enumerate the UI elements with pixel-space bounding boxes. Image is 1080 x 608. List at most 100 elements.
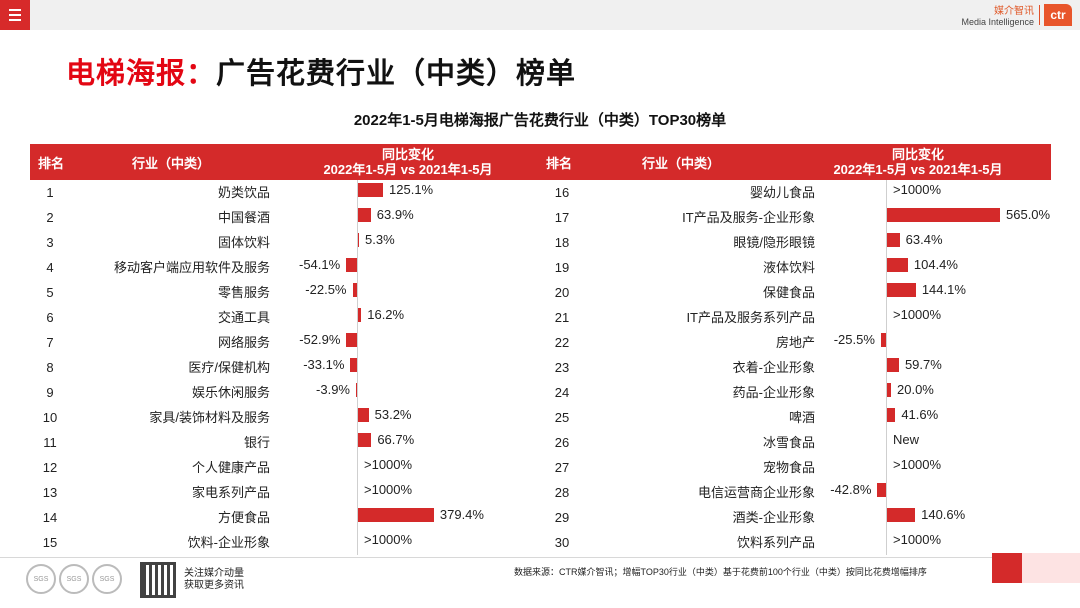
brand-text: 媒介智讯 Media Intelligence bbox=[961, 6, 1034, 28]
row-change-label: 41.6% bbox=[901, 407, 939, 422]
row-rank: 8 bbox=[46, 360, 54, 375]
table-row: 11 银行 66.7% bbox=[0, 430, 1080, 455]
row-industry: 冰雪食品 bbox=[762, 435, 815, 450]
table-row: 17 IT产品及服务-企业形象 565.0% bbox=[0, 205, 1080, 230]
row-industry: 移动客户端应用软件及服务 bbox=[113, 260, 270, 275]
corner-red-block bbox=[992, 553, 1022, 583]
qr-code-icon bbox=[140, 562, 176, 598]
row-rank: 26 bbox=[554, 435, 570, 450]
row-change-label: 20.0% bbox=[897, 382, 934, 397]
zero-axis bbox=[886, 255, 887, 280]
row-rank: 2 bbox=[46, 210, 54, 225]
change-bar bbox=[887, 208, 1000, 222]
zero-axis bbox=[886, 230, 887, 255]
row-industry: 宠物食品 bbox=[762, 460, 815, 475]
page-title-red: 电梯海报： bbox=[66, 58, 217, 90]
row-change-label: >1000% bbox=[893, 307, 942, 322]
row-industry: 银行 bbox=[243, 435, 270, 450]
row-rank: 7 bbox=[46, 335, 54, 350]
header-industry-left: 行业（中类） bbox=[132, 155, 211, 171]
zero-axis bbox=[886, 530, 887, 555]
row-industry: 房地产 bbox=[775, 335, 815, 350]
menu-icon[interactable] bbox=[0, 0, 30, 30]
header-change-right-line2: 2022年1-5月 vs 2021年1-5月 bbox=[833, 162, 1003, 177]
row-rank: 17 bbox=[554, 210, 570, 225]
change-bar bbox=[877, 483, 886, 497]
table-row: 15 饮料-企业形象 >1000% bbox=[0, 530, 1080, 555]
change-bar bbox=[358, 433, 372, 447]
table-row: 14 方便食品 379.4% bbox=[0, 505, 1080, 530]
row-industry: 交通工具 bbox=[217, 310, 270, 325]
change-bar bbox=[358, 308, 362, 322]
row-rank: 19 bbox=[554, 260, 570, 275]
row-rank: 1 bbox=[46, 185, 54, 200]
brand-cn: 媒介智讯 bbox=[994, 6, 1034, 17]
zero-axis bbox=[357, 380, 358, 405]
row-industry: 个人健康产品 bbox=[191, 460, 270, 475]
brand-en: Media Intelligence bbox=[961, 17, 1034, 27]
row-rank: 27 bbox=[554, 460, 570, 475]
table-row: 23 衣着-企业形象 59.7% bbox=[0, 355, 1080, 380]
change-bar bbox=[887, 383, 891, 397]
row-rank: 12 bbox=[42, 460, 58, 475]
row-industry: 衣着-企业形象 bbox=[732, 360, 815, 375]
zero-axis bbox=[886, 305, 887, 330]
follow-line2: 获取更多资讯 bbox=[184, 580, 244, 591]
header-rank-left: 排名 bbox=[38, 155, 65, 171]
zero-axis bbox=[357, 230, 358, 255]
row-change-label: 59.7% bbox=[904, 357, 942, 372]
change-bar bbox=[358, 233, 360, 247]
change-bar bbox=[887, 258, 908, 272]
change-bar bbox=[358, 183, 384, 197]
row-rank: 9 bbox=[46, 385, 54, 400]
row-rank: 29 bbox=[554, 510, 570, 525]
sgs-badge-icon: SGS bbox=[59, 564, 89, 594]
row-industry: 医疗/保健机构 bbox=[188, 360, 270, 375]
table-subtitle: 2022年1-5月电梯海报广告花费行业（中类）TOP30榜单 bbox=[353, 112, 727, 129]
table-row: 22 房地产 -25.5% bbox=[0, 330, 1080, 355]
row-industry: 婴幼儿食品 bbox=[749, 185, 815, 200]
row-change-label: 5.3% bbox=[365, 232, 395, 247]
row-rank: 10 bbox=[42, 410, 58, 425]
row-industry: 网络服务 bbox=[217, 335, 270, 350]
row-industry: 药品-企业形象 bbox=[732, 385, 815, 400]
row-change-label: 53.2% bbox=[374, 407, 412, 422]
row-change-label: 66.7% bbox=[377, 432, 415, 447]
table-header: 排名 行业（中类） 同比变化 2022年1-5月 vs 2021年1-5月 排名… bbox=[30, 144, 1051, 180]
row-change-label: >1000% bbox=[364, 532, 413, 547]
change-bar bbox=[346, 333, 357, 347]
table-row: 29 酒类-企业形象 140.6% bbox=[0, 505, 1080, 530]
table-row: 6 交通工具 16.2% bbox=[0, 305, 1080, 330]
zero-axis bbox=[886, 455, 887, 480]
row-industry: 零售服务 bbox=[217, 285, 270, 300]
row-change-label: 63.4% bbox=[905, 232, 943, 247]
header-rank-right: 排名 bbox=[546, 155, 573, 171]
table-row: 13 家电系列产品 >1000% bbox=[0, 480, 1080, 505]
header-change-right-line1: 同比变化 bbox=[891, 147, 944, 162]
change-bar bbox=[352, 283, 357, 297]
table-row: 26 冰雪食品 New bbox=[0, 430, 1080, 455]
table-row: 12 个人健康产品 >1000% bbox=[0, 455, 1080, 480]
certification-badges: SGS SGS SGS bbox=[26, 564, 122, 596]
table-row: 10 家具/装饰材料及服务 53.2% bbox=[0, 405, 1080, 430]
row-industry: 固体饮料 bbox=[217, 235, 270, 250]
table-row: 21 IT产品及服务系列产品 >1000% bbox=[0, 305, 1080, 330]
row-industry: 保健食品 bbox=[762, 285, 815, 300]
row-change-label: 140.6% bbox=[921, 507, 966, 522]
row-change-label: 144.1% bbox=[921, 282, 966, 297]
zero-axis bbox=[886, 330, 887, 355]
row-industry: 中国餐酒 bbox=[217, 210, 270, 225]
row-change-label: 565.0% bbox=[1006, 207, 1051, 222]
zero-axis bbox=[357, 505, 358, 530]
row-change-label: 125.1% bbox=[389, 182, 434, 197]
zero-axis bbox=[886, 405, 887, 430]
table-row: 19 液体饮料 104.4% bbox=[0, 255, 1080, 280]
change-bar bbox=[358, 208, 371, 222]
row-rank: 5 bbox=[46, 285, 54, 300]
zero-axis bbox=[357, 205, 358, 230]
row-change-label: -33.1% bbox=[303, 357, 345, 372]
row-rank: 16 bbox=[554, 185, 570, 200]
row-change-label: 379.4% bbox=[439, 507, 484, 522]
row-rank: 25 bbox=[554, 410, 570, 425]
